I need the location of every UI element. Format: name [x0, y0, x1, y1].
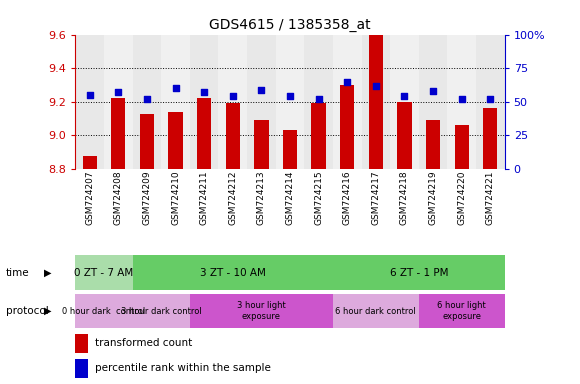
Bar: [161, 35, 190, 169]
Point: [371, 83, 380, 89]
Point: [343, 78, 352, 84]
Bar: [304, 35, 333, 169]
Text: ▶: ▶: [44, 306, 51, 316]
Bar: [390, 35, 419, 169]
Bar: [82, 156, 97, 169]
Bar: [426, 120, 440, 169]
Point: [257, 87, 266, 93]
Bar: [455, 125, 469, 169]
Bar: [168, 112, 183, 169]
Bar: [197, 98, 211, 169]
Bar: [333, 294, 419, 328]
Point: [285, 93, 295, 99]
Text: protocol: protocol: [6, 306, 49, 316]
Text: 6 hour light
exposure: 6 hour light exposure: [437, 301, 486, 321]
Text: 3 hour light
exposure: 3 hour light exposure: [237, 301, 286, 321]
Bar: [75, 359, 88, 378]
Bar: [361, 35, 390, 169]
Point: [228, 93, 237, 99]
Bar: [104, 35, 133, 169]
Bar: [340, 85, 354, 169]
Bar: [75, 35, 104, 169]
Bar: [133, 35, 161, 169]
Text: 3 ZT - 10 AM: 3 ZT - 10 AM: [200, 268, 266, 278]
Bar: [276, 35, 304, 169]
Bar: [254, 120, 269, 169]
Title: GDS4615 / 1385358_at: GDS4615 / 1385358_at: [209, 18, 371, 32]
Bar: [133, 294, 190, 328]
Point: [200, 89, 209, 95]
Bar: [133, 255, 333, 290]
Text: 6 ZT - 1 PM: 6 ZT - 1 PM: [390, 268, 448, 278]
Text: 0 ZT - 7 AM: 0 ZT - 7 AM: [74, 268, 133, 278]
Point: [457, 96, 466, 102]
Text: time: time: [6, 268, 30, 278]
Bar: [369, 35, 383, 169]
Point: [485, 96, 495, 102]
Text: 6 hour dark control: 6 hour dark control: [335, 306, 416, 316]
Bar: [311, 103, 326, 169]
Bar: [419, 294, 505, 328]
Point: [314, 96, 323, 102]
Point: [142, 96, 151, 102]
Bar: [226, 103, 240, 169]
Bar: [419, 35, 447, 169]
Bar: [247, 35, 276, 169]
Text: 0 hour dark  control: 0 hour dark control: [63, 306, 146, 316]
Bar: [397, 102, 412, 169]
Point: [400, 93, 409, 99]
Bar: [75, 334, 88, 353]
Point: [429, 88, 438, 94]
Bar: [190, 35, 219, 169]
Point: [85, 92, 95, 98]
Bar: [75, 294, 133, 328]
Bar: [333, 255, 505, 290]
Text: percentile rank within the sample: percentile rank within the sample: [95, 363, 271, 373]
Bar: [75, 255, 133, 290]
Bar: [447, 35, 476, 169]
Bar: [333, 35, 361, 169]
Bar: [219, 35, 247, 169]
Point: [171, 85, 180, 91]
Bar: [476, 35, 505, 169]
Bar: [283, 130, 297, 169]
Bar: [483, 108, 498, 169]
Bar: [111, 98, 125, 169]
Bar: [140, 114, 154, 169]
Text: ▶: ▶: [44, 268, 51, 278]
Point: [114, 89, 123, 95]
Bar: [190, 294, 333, 328]
Text: transformed count: transformed count: [95, 338, 192, 348]
Text: 3 hour dark control: 3 hour dark control: [121, 306, 202, 316]
